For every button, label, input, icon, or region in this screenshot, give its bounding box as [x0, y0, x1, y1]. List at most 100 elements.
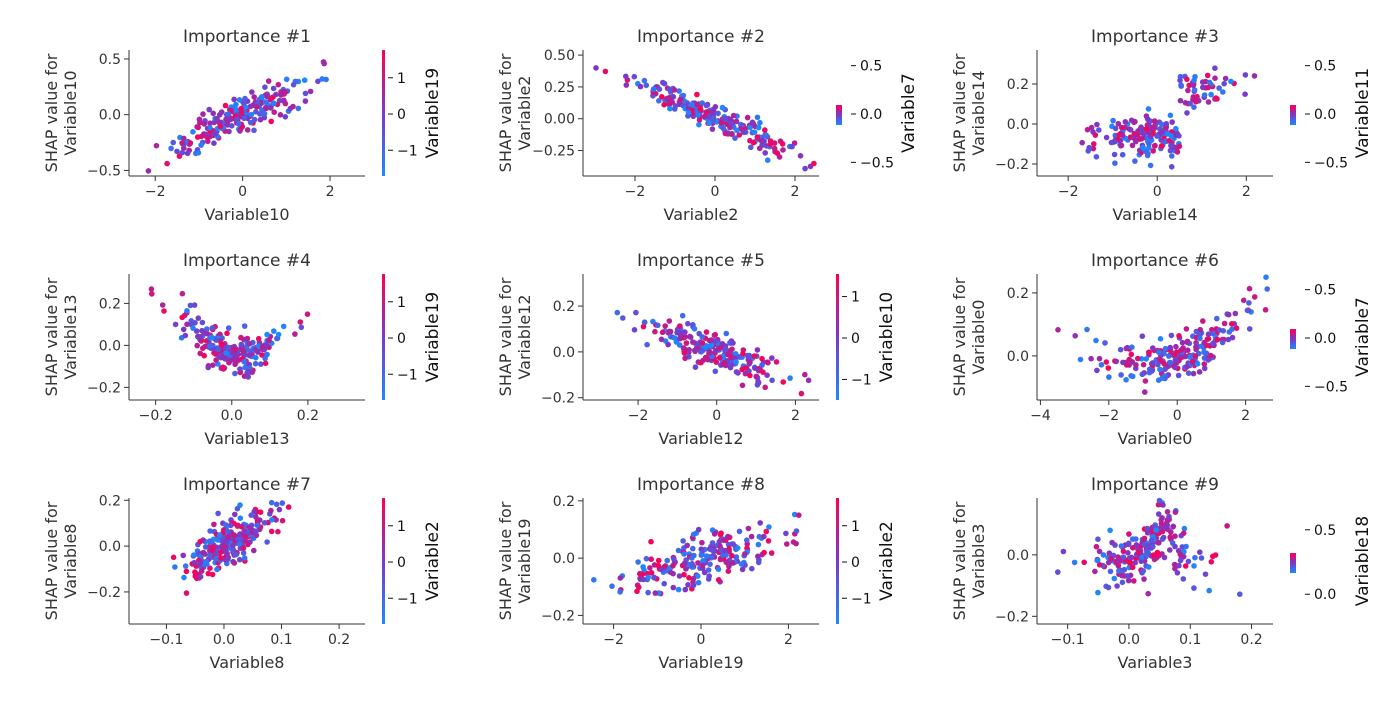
scatter-point [1124, 573, 1130, 579]
scatter-point [670, 584, 677, 591]
scatter-point [246, 524, 252, 531]
scatter-point [191, 559, 197, 566]
scatter-point [677, 96, 684, 103]
scatter-point [221, 543, 227, 550]
scatter-point [655, 322, 661, 329]
panel-title: Importance #6 [1091, 251, 1219, 271]
scatter-point [1115, 554, 1121, 560]
x-tick-label: 0.0 [213, 632, 235, 648]
scatter-point [159, 302, 166, 308]
scatter-point [757, 520, 763, 526]
scatter-point [1124, 344, 1131, 351]
scatter-point [1179, 544, 1186, 550]
scatter-points [614, 309, 812, 397]
scatter-point [1055, 327, 1061, 333]
scatter-point [1148, 537, 1155, 544]
scatter-point [798, 390, 805, 397]
scatter-point [715, 110, 721, 117]
scatter-point [218, 341, 225, 348]
scatter-point [681, 560, 688, 567]
scatter-point [739, 566, 746, 573]
scatter-point [754, 347, 761, 353]
scatter-point [174, 148, 180, 155]
scatter-point [677, 323, 683, 329]
x-axis-label: Variable14 [1112, 205, 1197, 224]
scatter-point [1166, 513, 1172, 520]
x-tick-label: −2 [603, 632, 624, 648]
scatter-point [1105, 584, 1112, 591]
scatter-point [661, 101, 667, 108]
scatter-point [738, 561, 745, 567]
scatter-point [1156, 540, 1162, 546]
scatter-point [760, 369, 766, 376]
scatter-point [1141, 131, 1147, 138]
scatter-point [780, 147, 786, 153]
colorbar: 0.5 0.0 −0.5 Variable7 [1290, 283, 1373, 395]
colorbar-tick-label: 1 [397, 519, 406, 535]
scatter-point [227, 116, 234, 123]
scatter-point [271, 100, 277, 107]
scatter-point [307, 88, 314, 95]
scatter-point [196, 116, 203, 123]
scatter-point [1233, 325, 1240, 332]
colorbar-label: Variable7 [899, 73, 919, 153]
scatter-point [1200, 84, 1206, 91]
y-tick-label: −0.5 [87, 163, 121, 179]
colorbar-tick-label: 1 [851, 290, 860, 306]
scatter-point [1150, 345, 1156, 351]
y-tick-label: 0.0 [1007, 349, 1029, 365]
scatter-point [708, 337, 714, 344]
colorbar-tick-label: −1 [397, 591, 418, 607]
colorbar-tick-label: 0.5 [1314, 283, 1336, 299]
scatter-point [1130, 545, 1136, 551]
scatter-point [254, 522, 261, 529]
y-tick-label: 0.0 [1007, 117, 1029, 133]
scatter-point [762, 127, 768, 133]
scatter-point [1170, 523, 1177, 530]
scatter-point [234, 116, 240, 122]
scatter-point [253, 354, 259, 361]
scatter-point [1100, 552, 1107, 558]
scatter-point [680, 345, 687, 351]
scatter-point [1185, 347, 1191, 354]
scatter-point [640, 576, 647, 583]
x-tick-label: −2 [1099, 408, 1120, 424]
scatter-point [751, 129, 758, 135]
scatter-point [1094, 121, 1100, 128]
scatter-point [682, 355, 688, 362]
y-axis-label-line: Variable12 [515, 294, 534, 379]
scatter-point [797, 153, 804, 159]
scatter-point [747, 124, 753, 131]
scatter-point [1189, 359, 1196, 365]
scatter-point [265, 78, 272, 84]
scatter-point [683, 566, 689, 572]
scatter-point [197, 573, 204, 580]
panel-1: Importance #1−2 0 2−0.50.00.5Variable10SHA… [42, 27, 443, 224]
scatter-point [707, 561, 713, 567]
scatter-point [1167, 147, 1174, 154]
scatter-point [225, 533, 231, 540]
scatter-point [1203, 350, 1209, 357]
scatter-point [1198, 555, 1205, 561]
scatter-point [680, 538, 686, 544]
scatter-point [617, 575, 624, 581]
scatter-point [1141, 576, 1147, 582]
scatter-point [725, 568, 732, 574]
scatter-point [1125, 550, 1131, 556]
scatter-point [699, 340, 706, 346]
scatter-point [1221, 80, 1227, 87]
scatter-point [217, 554, 224, 561]
scatter-point [747, 372, 753, 379]
scatter-point [1145, 590, 1151, 597]
scatter-point [703, 102, 710, 109]
y-axis-label-line: SHAP value for [496, 501, 515, 620]
scatter-point [224, 330, 230, 337]
scatter-point [666, 318, 673, 324]
scatter-point [1120, 359, 1126, 366]
scatter-point [766, 524, 772, 530]
scatter-point [1111, 151, 1118, 158]
scatter-point [241, 358, 247, 365]
scatter-point [701, 569, 708, 576]
x-tick-label: 2 [791, 184, 800, 200]
